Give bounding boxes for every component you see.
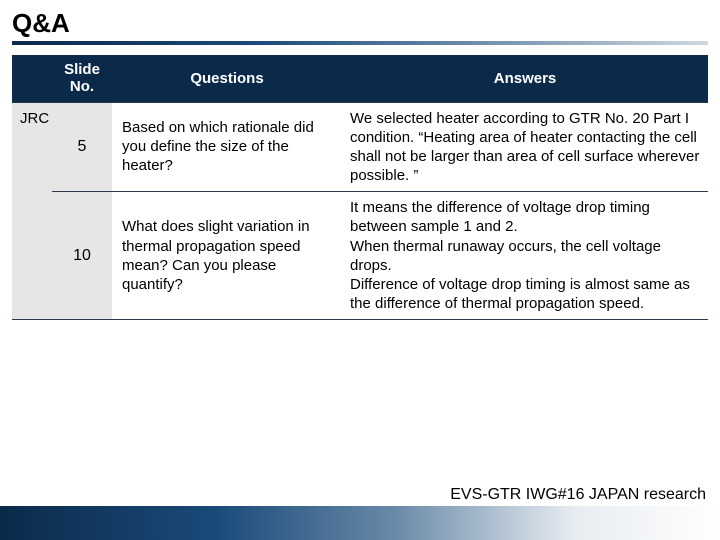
cell-answer: It means the difference of voltage drop … xyxy=(342,192,708,320)
col-header-answers: Answers xyxy=(342,55,708,102)
col-header-org xyxy=(12,55,52,102)
content-area: Slide No. Questions Answers JRC 5 Based … xyxy=(0,45,720,320)
table-row: JRC 5 Based on which rationale did you d… xyxy=(12,102,708,192)
table-row: 10 What does slight variation in thermal… xyxy=(12,192,708,320)
page-title: Q&A xyxy=(12,8,708,39)
cell-slide: 10 xyxy=(52,192,112,320)
col-header-slide: Slide No. xyxy=(52,55,112,102)
footer-text: EVS-GTR IWG#16 JAPAN research xyxy=(450,486,706,504)
footer-bar xyxy=(0,506,720,540)
cell-slide: 5 xyxy=(52,102,112,192)
col-header-questions: Questions xyxy=(112,55,342,102)
cell-question: Based on which rationale did you define … xyxy=(112,102,342,192)
cell-answer: We selected heater according to GTR No. … xyxy=(342,102,708,192)
cell-org: JRC xyxy=(12,102,52,320)
cell-question: What does slight variation in thermal pr… xyxy=(112,192,342,320)
qa-table: Slide No. Questions Answers JRC 5 Based … xyxy=(12,55,708,320)
title-block: Q&A xyxy=(0,0,720,45)
